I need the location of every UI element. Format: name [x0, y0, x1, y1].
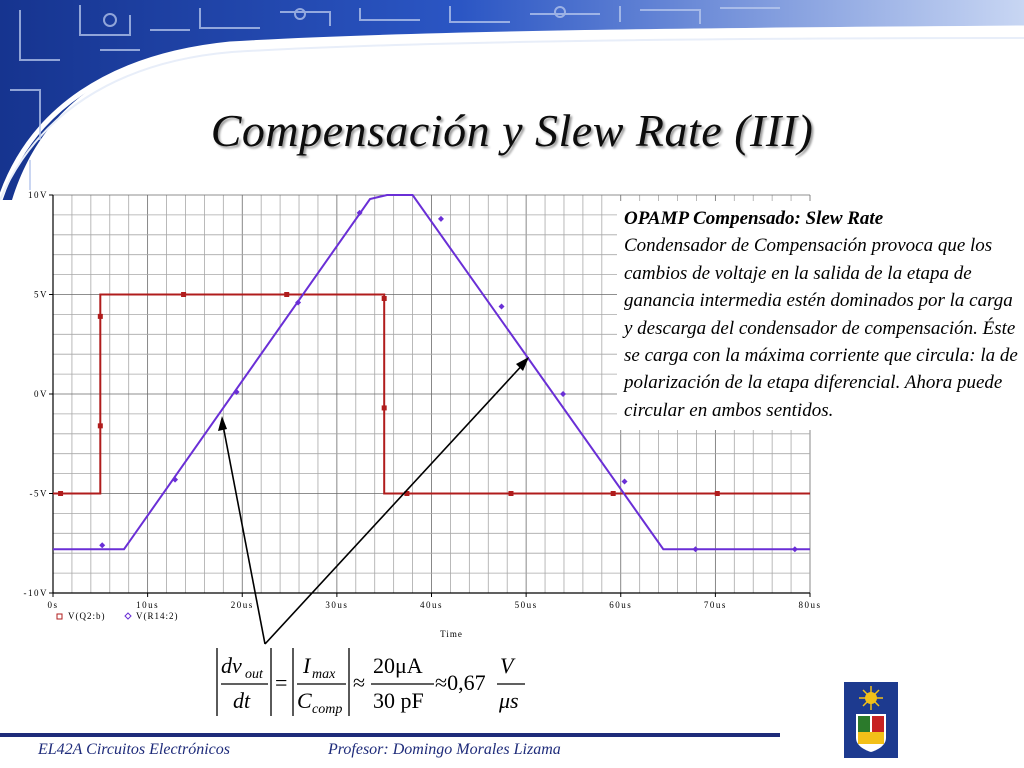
approx-sign: ≈: [353, 670, 365, 695]
y-tick-label: 0V: [34, 389, 48, 399]
explanation-box: OPAMP Compensado: Slew Rate Condensador …: [617, 201, 1024, 431]
result-value: ≈0,67: [435, 670, 486, 695]
series-marker-1: [295, 299, 302, 306]
mid-numerator-sub: max: [312, 667, 336, 682]
series-marker-0: [610, 491, 616, 496]
series-marker-1: [99, 542, 106, 549]
university-logo: [844, 682, 898, 758]
unit-numerator: V: [500, 653, 516, 678]
mid-denominator: C: [297, 688, 312, 713]
series-marker-0: [97, 313, 103, 319]
legend-label-0: V(Q2:b): [68, 611, 106, 621]
x-tick-label: 10us: [136, 600, 159, 610]
legend-swatch-1: [124, 612, 132, 620]
explanation-heading: OPAMP Compensado: Slew Rate: [624, 208, 884, 229]
series-marker-0: [714, 491, 720, 496]
series-marker-1: [791, 546, 798, 553]
x-tick-label: 30us: [325, 600, 348, 610]
series-marker-0: [58, 491, 64, 496]
footer-course: EL42A Circuitos Electrónicos: [38, 741, 230, 758]
x-tick-label: 50us: [515, 600, 538, 610]
x-tick-label: 60us: [609, 600, 632, 610]
mid-denominator-sub: comp: [312, 702, 342, 717]
x-tick-label: 80us: [798, 600, 821, 610]
series-line-1: [53, 194, 810, 551]
x-tick-label: 40us: [420, 600, 443, 610]
y-tick-label: 10V: [28, 190, 48, 200]
series-marker-0: [381, 405, 387, 411]
series-marker-0: [181, 292, 187, 297]
footer-rule: [0, 733, 780, 737]
series-line-0: [53, 293, 810, 495]
series-marker-1: [692, 546, 699, 553]
series-marker-0: [508, 491, 514, 496]
mid-numerator: I: [302, 653, 312, 678]
y-tick-label: -10V: [24, 588, 49, 598]
y-tick-label: -5V: [30, 489, 49, 499]
series-marker-1: [498, 303, 505, 310]
series-marker-1: [560, 391, 567, 397]
legend-swatch-0: [56, 613, 63, 620]
series-marker-0: [404, 491, 410, 496]
arrow-fall-head: [516, 357, 529, 371]
y-tick-label: 5V: [34, 290, 48, 300]
arrow-rise: [221, 419, 266, 645]
series-marker-1: [437, 215, 444, 222]
x-tick-label: 0s: [47, 600, 58, 610]
series-marker-1: [172, 476, 179, 483]
legend-label-1: V(R14:2): [136, 611, 179, 621]
slide-title: Compensación y Slew Rate (III): [210, 105, 814, 156]
arrow-fall: [264, 359, 528, 645]
series-marker-1: [621, 478, 628, 485]
lhs-numerator: dv: [221, 653, 242, 678]
unit-denominator: μs: [498, 688, 519, 713]
slew-rate-formula: dv out dt = I max C comp ≈ 20μA 30 pF ≈0…: [216, 648, 525, 717]
series-marker-1: [233, 389, 240, 396]
series-marker-1: [356, 209, 363, 216]
ratio-denominator: 30 pF: [373, 688, 424, 713]
lhs-numerator-sub: out: [245, 667, 264, 682]
series-marker-0: [381, 295, 387, 301]
x-tick-label: 20us: [231, 600, 254, 610]
x-axis-label: Time: [440, 629, 463, 639]
x-tick-label: 70us: [704, 600, 727, 610]
equals-sign: =: [275, 670, 287, 695]
lhs-denominator: dt: [233, 688, 251, 713]
header-banner: [0, 0, 1024, 200]
series-marker-0: [284, 292, 290, 297]
arrow-rise-head: [218, 416, 227, 431]
ratio-numerator: 20μA: [373, 653, 423, 678]
explanation-body: Condensador de Compensación provoca que …: [624, 235, 1018, 421]
series-marker-0: [97, 423, 103, 429]
footer-professor: Profesor: Domingo Morales Lizama: [328, 741, 561, 758]
